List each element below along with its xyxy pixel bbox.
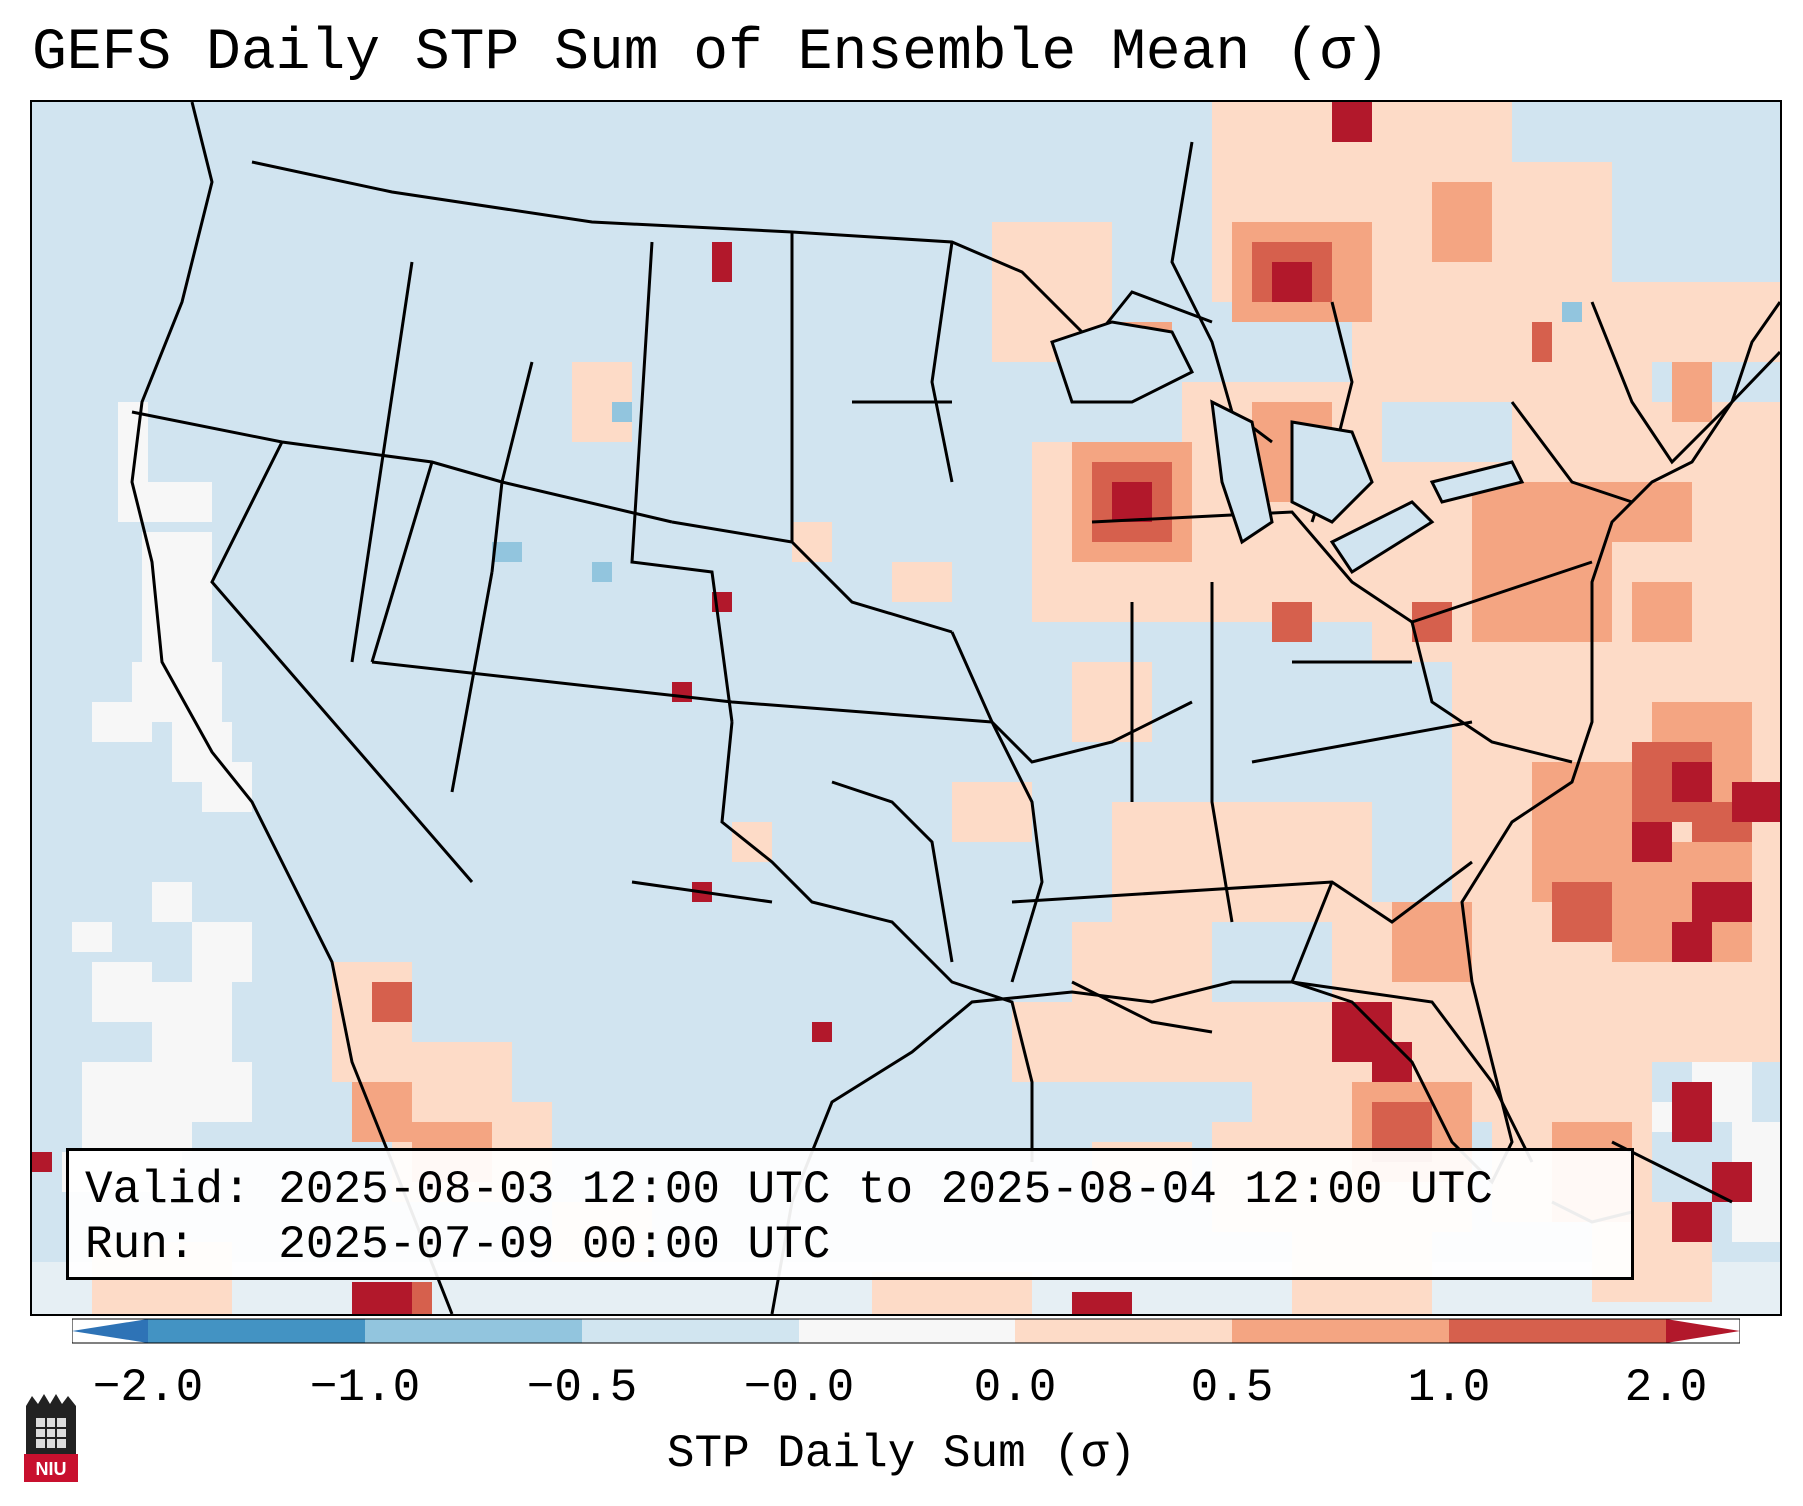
great-lakes	[1050, 320, 1525, 575]
colorbar-tick: −2.0	[92, 1362, 204, 1414]
valid-time-range: 2025-08-03 12:00 UTC to 2025-08-04 12:00…	[278, 1164, 1493, 1216]
max-positive-cells	[32, 102, 1780, 1314]
anomaly-map	[32, 102, 1780, 1314]
run-label: Run:	[85, 1219, 196, 1271]
map-panel	[30, 100, 1782, 1316]
logo-badge	[24, 1454, 78, 1482]
colorbar-segment	[1015, 1319, 1232, 1343]
colorbar-tick: 1.0	[1407, 1362, 1491, 1414]
valid-run-info-box: Valid: 2025-08-03 12:00 UTC to 2025-08-0…	[66, 1148, 1634, 1280]
colorbar-extend-low	[72, 1319, 148, 1343]
valid-label: Valid:	[85, 1164, 251, 1216]
map-title: GEFS Daily STP Sum of Ensemble Mean (σ)	[32, 21, 1390, 86]
colorbar-tick: 0.5	[1190, 1362, 1274, 1414]
colorbar-segment	[148, 1319, 365, 1343]
colorbar-cells	[72, 1319, 1740, 1343]
niu-logo: NIU	[24, 1394, 78, 1482]
logo-text: NIU	[36, 1459, 67, 1479]
colorbar-tick: −1.0	[309, 1362, 421, 1414]
colorbar-tick: −0.5	[526, 1362, 638, 1414]
colorbar-label: STP Daily Sum (σ)	[666, 1428, 1137, 1480]
light-positive-cells	[92, 102, 1780, 1314]
negative-cells	[492, 302, 1582, 582]
colorbar-segment	[799, 1319, 1015, 1343]
colorbar-tick: 0.0	[973, 1362, 1057, 1414]
colorbar-segment	[1232, 1319, 1449, 1343]
colorbar-segment	[365, 1319, 582, 1343]
colorbar	[72, 1318, 1740, 1344]
colorbar-extend-high	[1666, 1319, 1740, 1343]
colorbar-segment	[1449, 1319, 1666, 1343]
colorbar-outline	[72, 1318, 1740, 1344]
colorbar-tick: 2.0	[1624, 1362, 1708, 1414]
run-time: 2025-07-09 00:00 UTC	[278, 1219, 831, 1271]
colorbar-tick: −0.0	[743, 1362, 855, 1414]
state-boundaries	[130, 102, 1780, 1314]
colorbar-segment	[582, 1319, 799, 1343]
